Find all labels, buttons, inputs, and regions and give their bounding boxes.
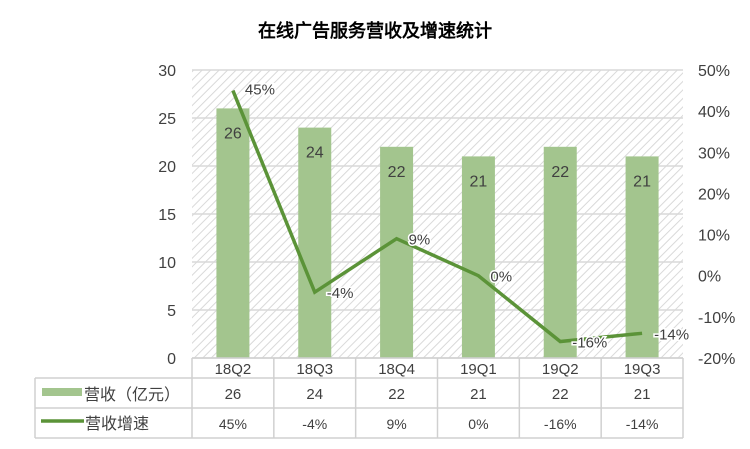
bar-label: 26	[224, 125, 242, 142]
chart-title: 在线广告服务营收及增速统计	[258, 20, 492, 41]
table-cell-revenue: 21	[470, 386, 487, 403]
right-axis-tick: -20%	[698, 351, 735, 368]
bar	[461, 156, 495, 358]
table-cell-growth: 9%	[386, 416, 406, 432]
category-label: 19Q3	[624, 361, 661, 378]
table-cell-growth: -14%	[626, 416, 659, 432]
bar-label: 22	[551, 164, 569, 181]
right-axis-tick: 50%	[698, 63, 730, 80]
left-axis-tick: 15	[158, 207, 176, 224]
table-cell-growth: -4%	[302, 416, 327, 432]
bar	[380, 146, 414, 358]
line-label: -16%	[572, 335, 607, 352]
table-cell-revenue: 22	[552, 386, 569, 403]
bar	[543, 146, 577, 358]
bar-label: 22	[388, 164, 406, 181]
category-label: 18Q4	[378, 361, 415, 378]
table-cell-growth: -16%	[544, 416, 577, 432]
legend-revenue-label: 营收（亿元）	[84, 386, 180, 404]
left-axis-tick: 20	[158, 159, 176, 176]
legend-bar-swatch	[42, 388, 82, 396]
table-cell-revenue: 22	[388, 386, 405, 403]
table-cell-revenue: 26	[225, 386, 242, 403]
bar-label: 24	[306, 145, 324, 162]
right-axis-tick: -10%	[698, 310, 735, 327]
category-label: 19Q1	[460, 361, 497, 378]
right-axis-tick: 10%	[698, 228, 730, 245]
bar-label: 21	[470, 173, 488, 190]
left-axis-tick: 5	[167, 303, 176, 320]
table-cell-revenue: 24	[306, 386, 323, 403]
right-axis-tick: 30%	[698, 145, 730, 162]
category-label: 18Q3	[296, 361, 333, 378]
legend-growth-label: 营收增速	[85, 415, 149, 433]
table-cell-growth: 45%	[219, 416, 247, 432]
line-label: -4%	[327, 285, 354, 302]
right-axis-tick: 0%	[698, 269, 721, 286]
bar-label: 21	[633, 173, 651, 190]
line-label: 0%	[490, 269, 512, 286]
category-label: 19Q2	[542, 361, 579, 378]
left-axis-tick: 10	[158, 255, 176, 272]
category-label: 18Q2	[215, 361, 252, 378]
bar	[216, 108, 250, 359]
line-label: 45%	[245, 82, 275, 99]
growth-line	[231, 89, 643, 344]
right-axis-tick: 20%	[698, 186, 730, 203]
right-axis-tick: 40%	[698, 104, 730, 121]
table-cell-revenue: 21	[634, 386, 651, 403]
line-label: -14%	[654, 326, 689, 343]
bar	[625, 156, 659, 358]
bar	[298, 127, 332, 358]
left-axis-tick: 0	[167, 351, 176, 368]
left-axis-tick: 30	[158, 63, 176, 80]
table-cell-growth: 0%	[468, 416, 488, 432]
left-axis-tick: 25	[158, 111, 176, 128]
line-label: 9%	[409, 232, 431, 249]
